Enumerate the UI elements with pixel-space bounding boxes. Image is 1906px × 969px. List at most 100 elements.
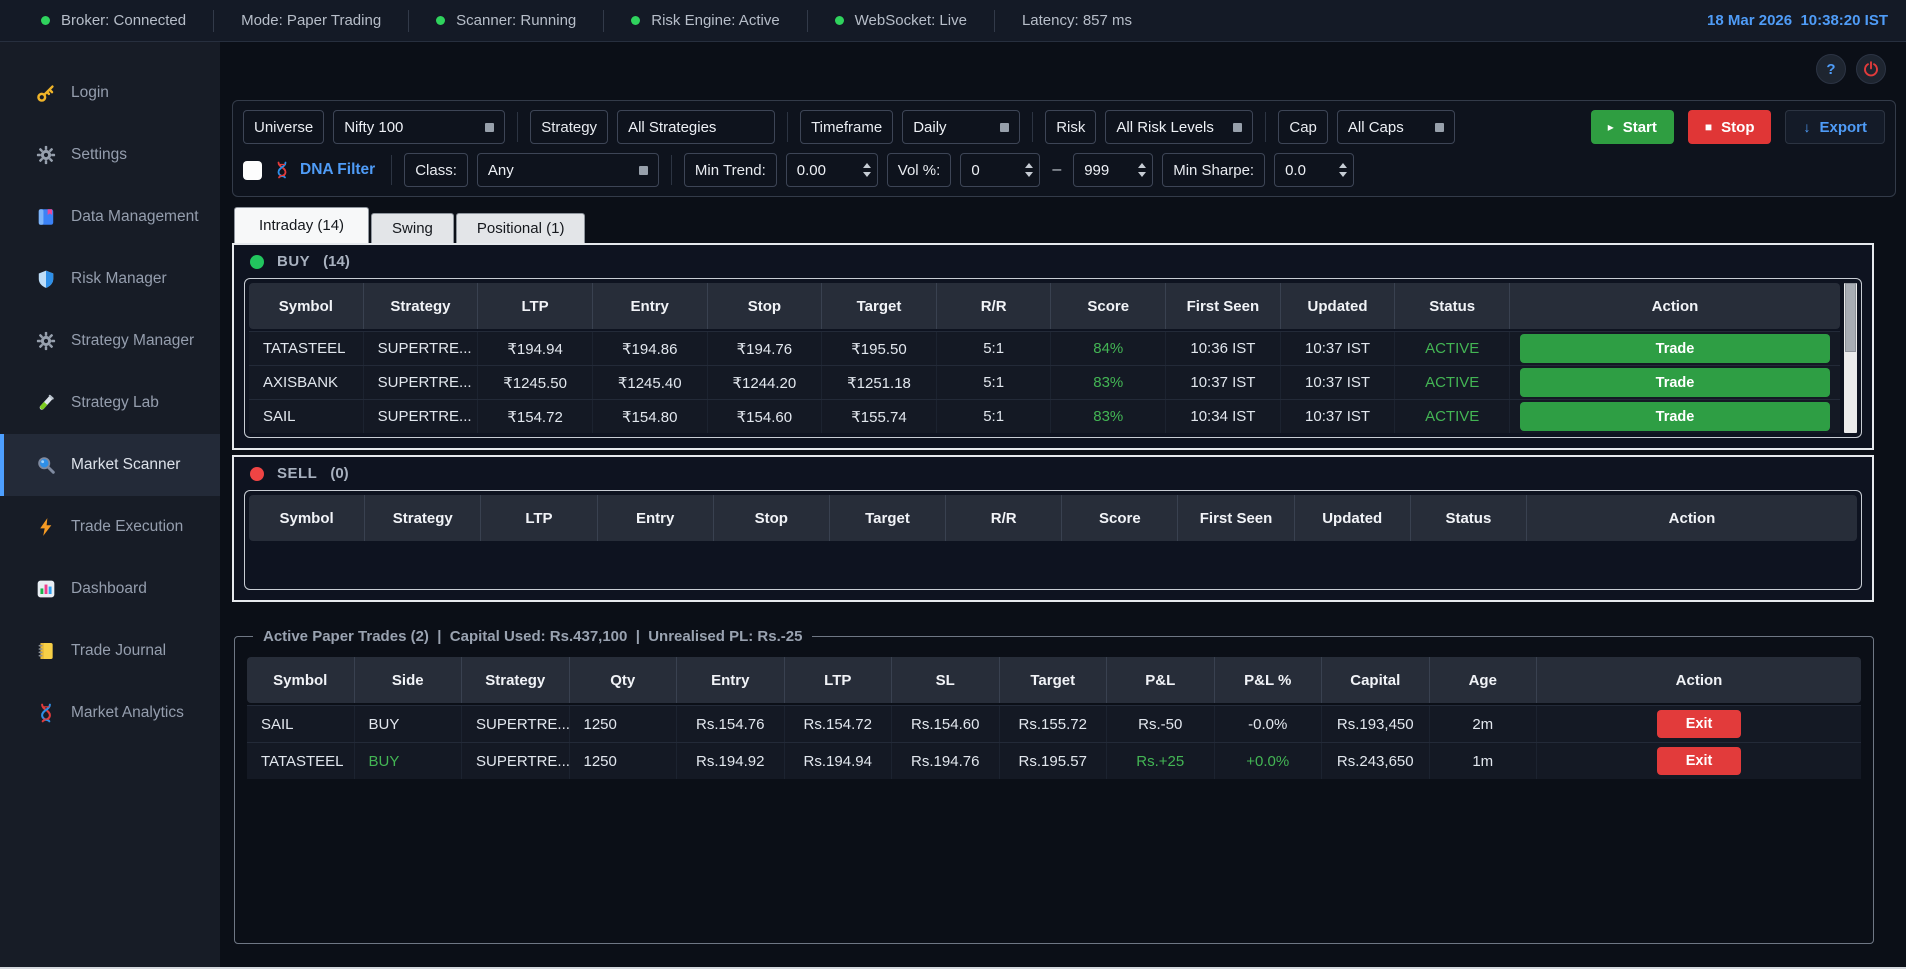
sidebar-item-risk-manager[interactable]: Risk Manager <box>0 248 220 310</box>
tab-positional-1[interactable]: Positional (1) <box>455 213 586 243</box>
spin-down-icon[interactable] <box>862 172 871 177</box>
stop-button[interactable]: ■ Stop <box>1687 110 1772 144</box>
trade-button[interactable]: Trade <box>1519 368 1831 397</box>
min-sharpe-spinner[interactable]: 0.0 <box>1274 153 1355 187</box>
table-cell: TATASTEEL <box>247 743 355 779</box>
column-header-strategy: Strategy <box>365 495 482 541</box>
table-cell: SUPERTRE... <box>462 743 570 779</box>
spin-down-icon[interactable] <box>1339 172 1348 177</box>
start-button[interactable]: ▸ Start <box>1590 110 1674 144</box>
spinner-arrows-icon <box>1019 154 1039 186</box>
trade-button[interactable]: Trade <box>1519 334 1831 363</box>
toolbar-divider <box>1265 112 1267 142</box>
sidebar-item-label: Strategy Lab <box>71 394 159 411</box>
dropdown-indicator-icon <box>1000 122 1010 132</box>
table-cell: 10:37 IST <box>1281 332 1396 365</box>
key-icon <box>36 83 56 103</box>
spin-up-icon[interactable] <box>1025 163 1034 168</box>
play-icon: ▸ <box>1607 120 1614 134</box>
status-label: Mode: Paper Trading <box>241 12 382 29</box>
buy-section-title: BUY <box>277 253 311 270</box>
buy-signals-table: Symbol Strategy LTP Entry Stop Target R/R Score… <box>249 283 1840 433</box>
class-dropdown[interactable]: Any <box>476 153 659 187</box>
table-cell: Exit <box>1537 743 1861 779</box>
status-dot-icon <box>834 16 844 25</box>
status-label: Scanner: Running <box>456 12 577 29</box>
dropdown-cap[interactable]: All Caps <box>1336 110 1455 144</box>
sidebar-item-login[interactable]: Login <box>0 62 220 124</box>
sell-table-empty-area <box>249 543 1857 585</box>
dropdown-strategy[interactable]: All Strategies <box>617 110 776 144</box>
spin-down-icon[interactable] <box>1138 172 1147 177</box>
trade-button[interactable]: Trade <box>1519 402 1831 431</box>
status-item-broker: Broker: Connected <box>14 12 213 29</box>
dropdown-risk[interactable]: All Risk Levels <box>1105 110 1254 144</box>
cell-text: -0.0% <box>1248 715 1288 733</box>
bar-chart-icon <box>36 579 56 599</box>
column-header-action: Action <box>1537 657 1861 703</box>
cell-text: 5:1 <box>983 408 1005 425</box>
table-cell: 1250 <box>570 743 677 779</box>
buy-table-scrollbar[interactable] <box>1844 283 1857 433</box>
sidebar-item-trade-execution[interactable]: Trade Execution <box>0 496 220 558</box>
column-header-strategy: Strategy <box>462 657 570 703</box>
spin-down-icon[interactable] <box>1025 172 1034 177</box>
power-button[interactable] <box>1856 54 1886 84</box>
export-button[interactable]: ↓ Export <box>1785 110 1885 144</box>
table-cell: Trade <box>1510 400 1840 433</box>
sidebar-item-strategy-lab[interactable]: Strategy Lab <box>0 372 220 434</box>
table-cell: AXISBANK <box>249 366 364 399</box>
cell-text: 10:37 IST <box>1305 374 1371 391</box>
column-header-stop: Stop <box>707 283 823 329</box>
min-trend-label: Min Trend: <box>683 153 777 187</box>
sidebar-item-market-analytics[interactable]: Market Analytics <box>0 682 220 744</box>
vol-max-spinner[interactable]: 999 <box>1073 153 1154 187</box>
dropdown-timeframe[interactable]: Daily <box>902 110 1021 144</box>
column-header-entry: Entry <box>677 657 785 703</box>
dna-filter-checkbox[interactable] <box>243 160 262 180</box>
sidebar-item-trade-journal[interactable]: Trade Journal <box>0 620 220 682</box>
status-dot-icon <box>41 16 50 25</box>
vol-min-spinner[interactable]: 0 <box>960 153 1041 187</box>
test-tube-icon <box>36 393 56 413</box>
exit-button[interactable]: Exit <box>1657 710 1741 738</box>
stop-icon: ■ <box>1704 120 1713 134</box>
buy-section: BUY (14) Symbol Strategy LTP Entry Stop Targe… <box>232 243 1874 450</box>
table-cell: Rs.194.92 <box>677 743 785 779</box>
column-header-strategy: Strategy <box>363 283 479 329</box>
dropdown-universe[interactable]: Nifty 100 <box>333 110 506 144</box>
tab-intraday-14[interactable]: Intraday (14) <box>234 207 370 243</box>
cell-text: TATASTEEL <box>263 340 346 357</box>
table-cell: ₹194.86 <box>593 332 708 365</box>
sidebar-item-dashboard[interactable]: Dashboard <box>0 558 220 620</box>
spin-up-icon[interactable] <box>1138 163 1147 168</box>
sidebar-item-label: Trade Journal <box>71 642 167 659</box>
shield-icon <box>36 269 56 289</box>
spin-up-icon[interactable] <box>1339 163 1348 168</box>
class-label: Class: <box>404 153 468 187</box>
range-dash: – <box>1052 161 1062 178</box>
spin-up-icon[interactable] <box>862 163 871 168</box>
table-cell: SUPERTRE... <box>364 332 479 365</box>
column-header-action: Action <box>1526 495 1857 541</box>
status-item-mode: Mode: Paper Trading <box>214 12 408 29</box>
min-sharpe-value: 0.0 <box>1285 161 1306 179</box>
min-trend-spinner[interactable]: 0.00 <box>785 153 878 187</box>
sidebar-item-market-scanner[interactable]: Market Scanner <box>0 434 220 496</box>
sidebar-item-strategy-manager[interactable]: Strategy Manager <box>0 310 220 372</box>
cell-text: 5:1 <box>983 374 1005 391</box>
scrollbar-thumb[interactable] <box>1845 283 1856 352</box>
exit-button[interactable]: Exit <box>1657 747 1741 775</box>
sidebar-item-data-management[interactable]: Data Management <box>0 186 220 248</box>
table-cell: BUY <box>355 743 462 779</box>
vol-max-value: 999 <box>1084 161 1110 179</box>
cell-text: 1m <box>1472 752 1494 770</box>
tab-swing[interactable]: Swing <box>371 213 454 243</box>
toolbar-row-2: DNA Filter Class: Any Min Trend: 0.00 <box>243 153 1885 187</box>
table-row: TATASTEEL SUPERTRE... ₹194.94 ₹194.86 ₹194.7… <box>249 331 1840 365</box>
dna-filter-label: DNA Filter <box>300 161 376 178</box>
sidebar-item-settings[interactable]: Settings <box>0 124 220 186</box>
status-dot-icon <box>631 16 641 25</box>
cell-text: Rs.194.94 <box>803 752 872 770</box>
help-button[interactable]: ? <box>1816 54 1846 84</box>
